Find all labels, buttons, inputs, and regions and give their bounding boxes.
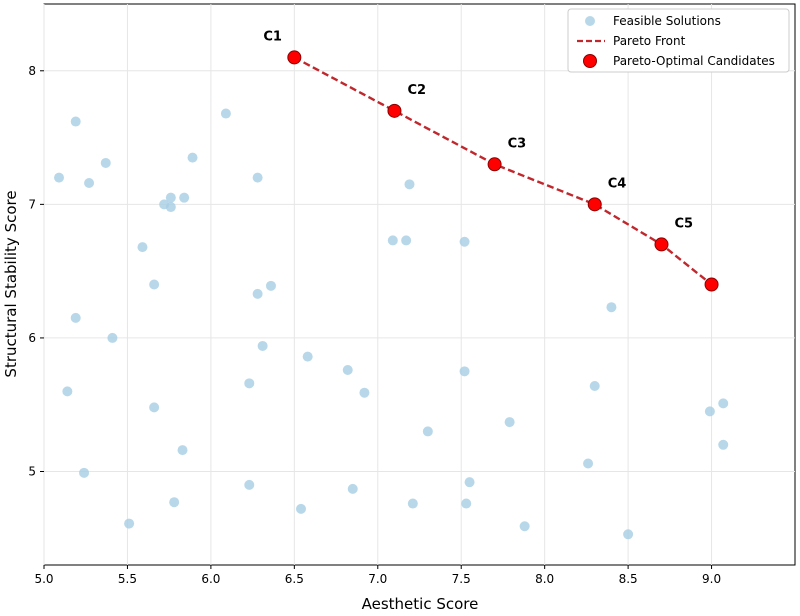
feasible-solution-point xyxy=(265,280,276,291)
x-tick-label: 8.5 xyxy=(619,572,638,586)
feasible-solution-point xyxy=(623,529,634,540)
y-axis-label: Structural Stability Score xyxy=(2,190,20,377)
feasible-solution-point xyxy=(165,192,176,203)
legend-label-pareto-optimal: Pareto-Optimal Candidates xyxy=(613,54,775,68)
feasible-solution-point xyxy=(347,483,358,494)
feasible-solution-point xyxy=(583,458,594,469)
pareto-front-line xyxy=(293,56,713,286)
y-tick-label: 5 xyxy=(28,465,36,479)
pareto-optimal-point xyxy=(287,50,302,65)
feasible-solution-point xyxy=(704,406,715,417)
pareto-optimal-point xyxy=(387,103,402,118)
feasible-solution-point xyxy=(407,498,418,509)
feasible-solution-point xyxy=(718,398,729,409)
feasible-solution-point xyxy=(461,498,472,509)
legend-box xyxy=(567,8,790,73)
feasible-solution-point xyxy=(422,426,433,437)
feasible-solution-point xyxy=(252,288,263,299)
x-tick-label: 7.5 xyxy=(452,572,471,586)
feasible-solution-point xyxy=(100,157,111,168)
feasible-solution-point xyxy=(459,366,470,377)
candidate-label: C2 xyxy=(407,83,426,98)
feasible-solution-point xyxy=(589,381,600,392)
legend: Feasible Solutions Pareto Front Pareto-O… xyxy=(567,8,790,73)
feasible-solution-point xyxy=(464,477,475,488)
feasible-solution-point xyxy=(244,378,255,389)
feasible-solution-point xyxy=(359,387,370,398)
feasible-solution-point xyxy=(179,192,190,203)
feasible-solution-point xyxy=(84,177,95,188)
pareto-front-layer xyxy=(293,56,713,286)
x-tick-label: 5.5 xyxy=(118,572,137,586)
points-layer xyxy=(54,50,729,540)
y-tick-label: 8 xyxy=(28,64,36,78)
feasible-solution-point xyxy=(107,332,118,343)
feasible-solution-point xyxy=(401,235,412,246)
feasible-solution-point xyxy=(606,302,617,313)
feasible-solution-point xyxy=(124,518,135,529)
feasible-solution-point xyxy=(70,312,81,323)
pareto-optimal-point xyxy=(587,197,602,212)
y-tick-label: 7 xyxy=(28,197,36,211)
legend-marker-pareto-optimal xyxy=(583,54,597,68)
feasible-solution-point xyxy=(62,386,73,397)
feasible-solution-point xyxy=(302,351,313,362)
y-tick-label: 6 xyxy=(28,331,36,345)
feasible-solution-point xyxy=(342,364,353,375)
legend-label-feasible: Feasible Solutions xyxy=(613,14,721,28)
feasible-solution-point xyxy=(137,242,148,253)
feasible-solution-point xyxy=(70,116,81,127)
pareto-optimal-point xyxy=(654,237,669,252)
pareto-optimal-point xyxy=(487,157,502,172)
feasible-solution-point xyxy=(149,402,160,413)
x-tick-label: 5.0 xyxy=(34,572,53,586)
feasible-solution-point xyxy=(220,108,231,119)
feasible-solution-point xyxy=(79,467,90,478)
feasible-solution-point xyxy=(187,152,198,163)
candidate-label: C1 xyxy=(263,29,282,44)
feasible-solution-point xyxy=(387,235,398,246)
x-tick-label: 7.0 xyxy=(368,572,387,586)
candidate-label: C5 xyxy=(674,216,693,231)
feasible-solution-point xyxy=(149,279,160,290)
pareto-optimal-point xyxy=(704,277,719,292)
legend-marker-feasible xyxy=(585,16,595,26)
axis-ticks: 5.0 5.5 6.0 6.5 7.0 7.5 8.0 8.5 9.0 5 6 7 8 xyxy=(28,64,721,586)
feasible-solution-point xyxy=(519,521,530,532)
x-tick-label: 9.0 xyxy=(702,572,721,586)
feasible-solution-point xyxy=(169,497,180,508)
candidate-labels: C1 C2 C3 C4 C5 xyxy=(263,29,693,231)
feasible-solution-point xyxy=(165,202,176,213)
feasible-solution-point xyxy=(718,439,729,450)
feasible-solution-point xyxy=(252,172,263,183)
feasible-solution-point xyxy=(404,179,415,190)
x-axis-label: Aesthetic Score xyxy=(362,595,479,613)
candidate-label: C3 xyxy=(508,136,527,151)
feasible-solution-point xyxy=(504,417,515,428)
x-tick-label: 8.0 xyxy=(535,572,554,586)
candidate-label: C4 xyxy=(608,176,627,191)
feasible-solution-point xyxy=(459,236,470,247)
x-tick-label: 6.0 xyxy=(201,572,220,586)
feasible-solution-point xyxy=(296,503,307,514)
feasible-solution-point xyxy=(177,445,188,456)
legend-label-pareto-front: Pareto Front xyxy=(613,34,686,48)
x-tick-label: 6.5 xyxy=(285,572,304,586)
feasible-solution-point xyxy=(257,340,268,351)
feasible-solution-point xyxy=(54,172,65,183)
feasible-solution-point xyxy=(244,479,255,490)
